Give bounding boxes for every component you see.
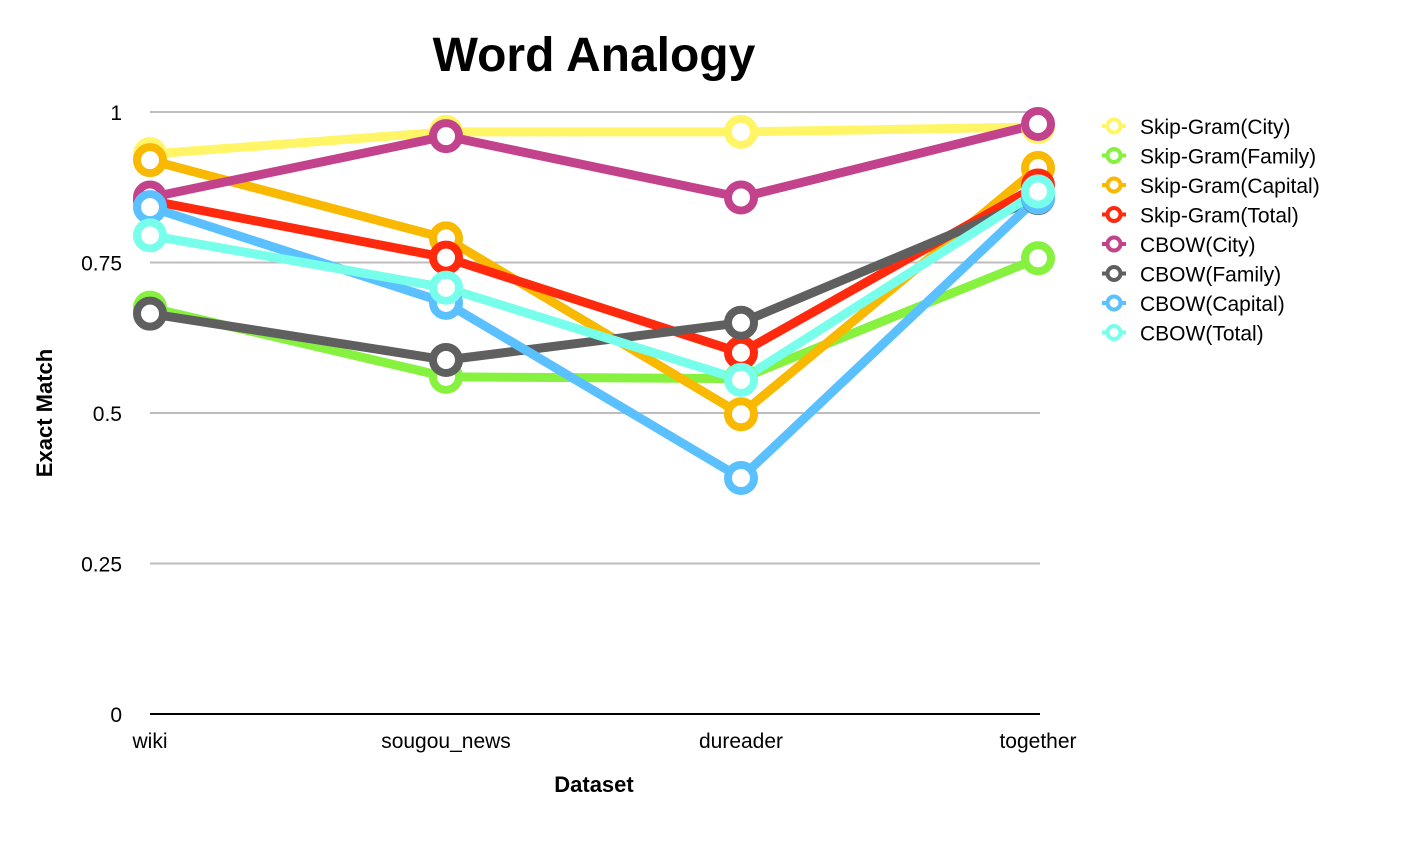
legend-label: Skip-Gram(City) bbox=[1140, 116, 1291, 139]
y-tick-label: 0.5 bbox=[93, 403, 122, 426]
y-axis-ticks: 0 0.25 0.5 0.75 1 bbox=[81, 102, 122, 727]
legend-item: CBOW(Capital) bbox=[1102, 293, 1285, 316]
data-point bbox=[133, 190, 167, 225]
legend-swatch-marker bbox=[1105, 176, 1123, 194]
series-line bbox=[145, 192, 1043, 483]
legend-item: Skip-Gram(Total) bbox=[1102, 205, 1299, 228]
series-line bbox=[145, 155, 1043, 419]
data-point bbox=[133, 218, 167, 253]
x-tick-label: dureader bbox=[699, 730, 783, 753]
data-point bbox=[724, 305, 758, 340]
data-point bbox=[429, 119, 463, 154]
legend-swatch-marker bbox=[1105, 206, 1123, 223]
legend-item: CBOW(Family) bbox=[1102, 264, 1281, 287]
series-line bbox=[145, 186, 1043, 385]
legend-label: CBOW(Capital) bbox=[1140, 293, 1285, 316]
y-tick-label: 1 bbox=[110, 102, 122, 125]
series-markers bbox=[133, 107, 1055, 496]
y-tick-label: 0.25 bbox=[81, 554, 122, 577]
legend-item: CBOW(Total) bbox=[1102, 323, 1264, 346]
x-tick-label: together bbox=[999, 730, 1076, 753]
data-point bbox=[429, 343, 463, 378]
legend-label: Skip-Gram(Total) bbox=[1140, 205, 1299, 228]
legend-swatch-marker bbox=[1105, 294, 1123, 312]
legend-swatch-marker bbox=[1105, 324, 1123, 341]
data-point bbox=[429, 270, 463, 305]
series-line bbox=[145, 180, 1043, 358]
legend-item: Skip-Gram(City) bbox=[1102, 116, 1291, 139]
series-lines bbox=[145, 119, 1043, 483]
legend-swatch-marker bbox=[1105, 147, 1123, 164]
legend: Skip-Gram(City) Skip-Gram(Family) Skip-Gra… bbox=[1102, 116, 1320, 346]
y-tick-label: 0 bbox=[110, 704, 122, 727]
y-tick-label: 0.75 bbox=[81, 253, 122, 276]
series-line bbox=[145, 122, 1043, 159]
legend-swatch-marker bbox=[1105, 117, 1123, 135]
legend-item: CBOW(City) bbox=[1102, 234, 1255, 257]
data-point bbox=[724, 461, 758, 496]
x-axis-label: Dataset bbox=[554, 772, 634, 797]
data-point bbox=[1021, 107, 1055, 142]
y-axis-label: Exact Match bbox=[32, 349, 57, 477]
data-point bbox=[724, 397, 758, 432]
data-point bbox=[133, 296, 167, 331]
data-point bbox=[724, 114, 758, 149]
data-point bbox=[724, 180, 758, 215]
data-point bbox=[1021, 241, 1055, 276]
series-line bbox=[145, 119, 1043, 202]
legend-item: Skip-Gram(Capital) bbox=[1102, 175, 1320, 198]
legend-item: Skip-Gram(Family) bbox=[1102, 146, 1316, 169]
data-point bbox=[133, 143, 167, 178]
legend-label: Skip-Gram(Family) bbox=[1140, 146, 1316, 169]
legend-label: CBOW(City) bbox=[1140, 234, 1255, 257]
x-tick-label: sougou_news bbox=[381, 730, 511, 753]
legend-label: CBOW(Total) bbox=[1140, 323, 1264, 346]
chart-title: Word Analogy bbox=[433, 29, 756, 82]
x-axis-ticks: wiki sougou_news dureader together bbox=[132, 730, 1077, 753]
data-point bbox=[724, 335, 758, 370]
data-point bbox=[429, 240, 463, 275]
legend-swatch-marker bbox=[1105, 235, 1123, 253]
data-point bbox=[724, 362, 758, 397]
legend-label: Skip-Gram(Capital) bbox=[1140, 175, 1320, 198]
legend-label: CBOW(Family) bbox=[1140, 264, 1281, 287]
series-line bbox=[145, 253, 1043, 384]
data-point bbox=[1021, 174, 1055, 209]
x-tick-label: wiki bbox=[132, 730, 168, 753]
series-line bbox=[145, 193, 1043, 365]
legend-swatch-marker bbox=[1105, 265, 1123, 282]
